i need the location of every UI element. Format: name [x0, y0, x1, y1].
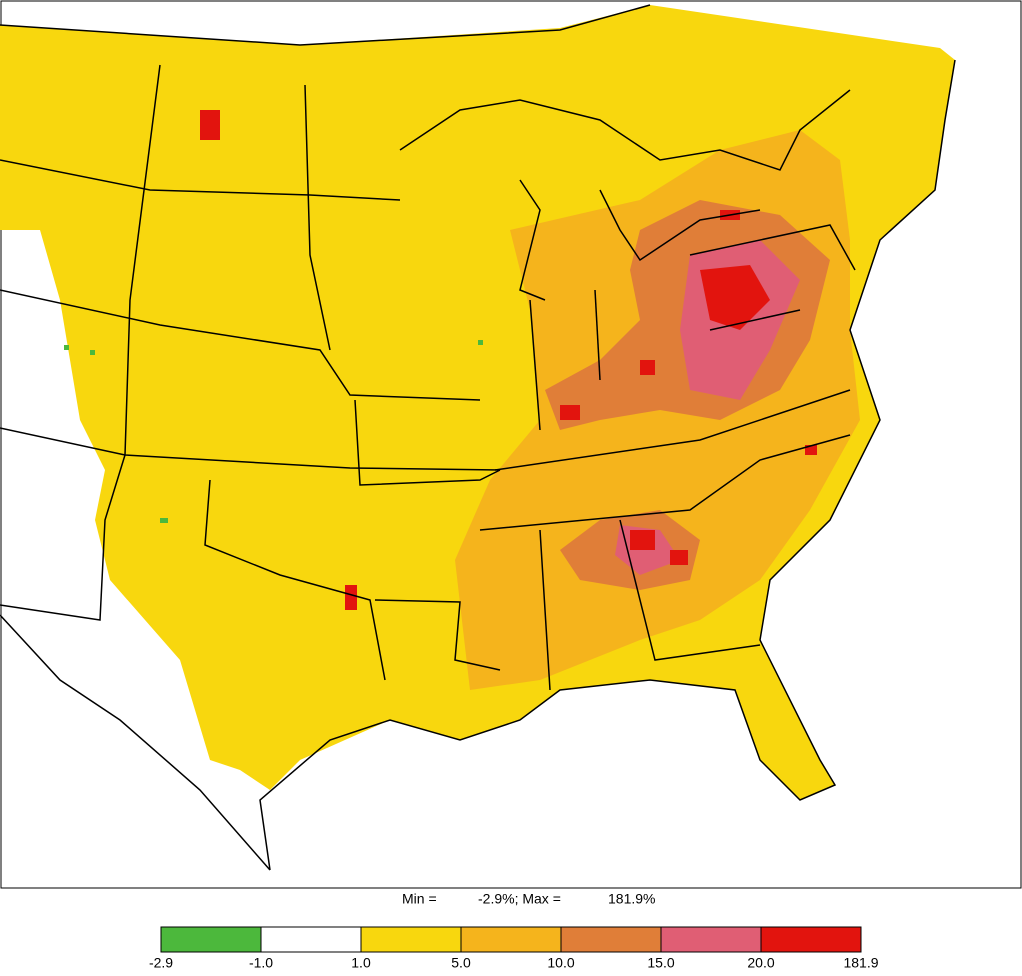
legend-label: 10.0 — [547, 955, 574, 971]
legend-swatch — [560, 926, 662, 953]
legend-label: 5.0 — [451, 955, 471, 971]
legend-label: 20.0 — [747, 955, 774, 971]
legend-swatch — [160, 926, 262, 953]
region-20-plus — [700, 265, 770, 330]
summary: Min = -2.9%; Max = 181.9% — [402, 891, 655, 907]
legend-swatch — [360, 926, 462, 953]
max-value: 181.9% — [608, 891, 655, 907]
legend-label: 15.0 — [647, 955, 674, 971]
legend-label: -1.0 — [249, 955, 273, 971]
legend-swatch — [260, 926, 362, 953]
map — [0, 0, 1022, 889]
legend-swatch — [460, 926, 562, 953]
hotspots — [200, 110, 817, 610]
legend-label: -2.9 — [149, 955, 173, 971]
boundaries — [0, 4, 956, 871]
legend-label: 1.0 — [351, 955, 371, 971]
negative-cells — [64, 340, 483, 523]
min-value: -2.9%; Max = — [478, 891, 561, 907]
color-legend: -2.9 -1.0 1.0 5.0 10.0 15.0 20.0 181.9 — [149, 926, 879, 971]
legend-label: 181.9 — [843, 955, 878, 971]
legend-swatch — [660, 926, 762, 953]
min-label: Min = — [402, 891, 437, 907]
legend-swatch — [760, 926, 862, 953]
